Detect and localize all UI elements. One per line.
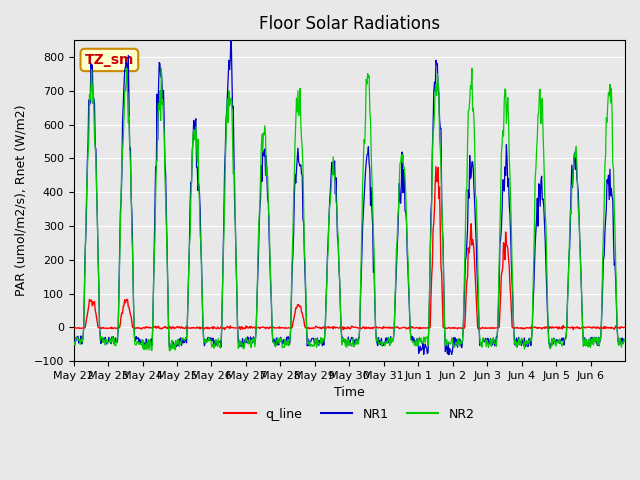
NR2 xyxy=(407,336,415,342)
X-axis label: Time: Time xyxy=(334,386,365,399)
q_line xyxy=(236,324,244,330)
q_line xyxy=(284,325,292,331)
NR2 xyxy=(438,200,445,206)
Y-axis label: PAR (umol/m2/s), Rnet (W/m2): PAR (umol/m2/s), Rnet (W/m2) xyxy=(15,105,28,296)
NR1 xyxy=(438,196,445,202)
Line: NR2: NR2 xyxy=(74,68,625,351)
NR1 xyxy=(227,26,235,32)
q_line xyxy=(621,324,629,330)
NR2 xyxy=(166,348,174,354)
NR1 xyxy=(445,352,452,358)
q_line xyxy=(570,327,577,333)
Line: NR1: NR1 xyxy=(74,29,625,355)
NR2 xyxy=(134,341,142,347)
NR1 xyxy=(407,334,415,339)
q_line xyxy=(263,324,271,330)
NR1 xyxy=(237,340,244,346)
Line: q_line: q_line xyxy=(74,167,625,330)
NR2 xyxy=(237,342,244,348)
q_line xyxy=(406,324,414,330)
NR2 xyxy=(468,65,476,71)
NR1 xyxy=(264,197,271,203)
NR1 xyxy=(285,334,292,340)
NR2 xyxy=(264,176,271,181)
NR2 xyxy=(285,343,292,348)
Text: TZ_sm: TZ_sm xyxy=(84,53,134,67)
q_line xyxy=(70,325,77,331)
q_line xyxy=(432,164,440,169)
NR2 xyxy=(70,342,77,348)
q_line xyxy=(134,325,142,331)
Title: Floor Solar Radiations: Floor Solar Radiations xyxy=(259,15,440,33)
NR1 xyxy=(134,335,142,341)
Legend: q_line, NR1, NR2: q_line, NR1, NR2 xyxy=(220,403,479,425)
NR1 xyxy=(621,336,629,342)
NR1 xyxy=(70,336,77,342)
q_line xyxy=(438,271,445,277)
NR2 xyxy=(621,338,629,344)
